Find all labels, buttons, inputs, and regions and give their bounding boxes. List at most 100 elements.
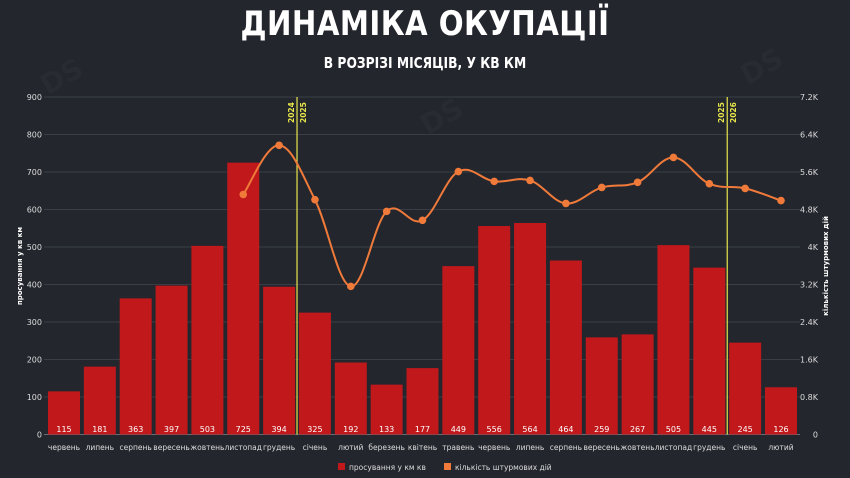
bar-value-label: 449: [451, 425, 466, 434]
x-tick-label: жовтень: [621, 443, 655, 452]
y-tick-label: 0: [37, 431, 42, 440]
bar: [478, 226, 511, 435]
bar-value-label: 564: [522, 425, 537, 434]
bar: [119, 298, 152, 435]
page-subtitle: В РОЗРІЗІ МІСЯЦІВ, У КВ КМ: [323, 54, 527, 72]
line-point: [669, 153, 678, 162]
x-tick-label: серпень: [550, 443, 582, 452]
x-tick-label: лютий: [338, 443, 363, 452]
line-point: [490, 177, 499, 186]
line-point: [777, 196, 785, 205]
y-tick-label: 900: [27, 93, 42, 102]
bar-series: 115 181 363 397 503 725 394 325 192 133 177 449 556 5…: [48, 162, 797, 435]
page-title: ДИНАМІКА ОКУПАЦІЇ: [240, 4, 610, 44]
x-tick-label: грудень: [263, 443, 295, 452]
bar-value-label: 267: [630, 425, 645, 434]
bar-value-label: 177: [415, 425, 430, 434]
bar-value-label: 133: [379, 425, 394, 434]
y-axis-right-label: кількість штурмових дій: [822, 216, 830, 316]
x-tick-label: листопад: [225, 443, 262, 452]
y-tick-label: 400: [27, 281, 42, 290]
bar: [48, 391, 80, 435]
y2-tick-label: 7.2K: [800, 93, 819, 102]
line-point: [454, 167, 463, 176]
legend-label: просування у км кв: [349, 463, 426, 472]
bar: [298, 312, 331, 435]
bar: [155, 285, 188, 435]
x-tick-label: березень: [368, 443, 405, 452]
line-point: [418, 216, 427, 225]
bar: [334, 362, 367, 435]
y2-tick-label: 1.6K: [800, 356, 819, 365]
line-point: [562, 199, 570, 208]
bar-value-label: 556: [487, 425, 502, 434]
legend-label: кількість штурмових дій: [455, 463, 552, 472]
bar-value-label: 181: [92, 425, 107, 434]
bar-value-label: 115: [56, 425, 71, 434]
line-point: [239, 190, 248, 199]
bar-value-label: 464: [558, 425, 573, 434]
bar-value-label: 445: [702, 425, 717, 434]
y-tick-label: 700: [27, 168, 42, 177]
x-tick-label: червень: [48, 443, 80, 452]
x-tick-label: жовтень: [190, 443, 224, 452]
y-tick-label: 800: [27, 131, 42, 140]
bar-value-label: 245: [738, 425, 753, 434]
bar-value-label: 363: [128, 425, 143, 434]
year-label-after: 2026: [729, 102, 738, 123]
y-axis-left: 0 100 200 300 400 500 600 700 800 900: [27, 93, 42, 440]
line-point: [382, 207, 391, 216]
y2-tick-label: 3.2K: [800, 281, 819, 290]
line-point: [347, 282, 355, 291]
year-dividers: 2024 2025 2025 2026: [287, 97, 738, 435]
x-tick-label: липень: [516, 443, 545, 452]
line-point: [633, 178, 642, 187]
bar: [621, 334, 654, 435]
y2-tick-label: 0: [813, 431, 818, 440]
y2-tick-label: 5.6K: [800, 168, 819, 177]
bar-value-label: 397: [164, 425, 179, 434]
bar: [263, 286, 296, 435]
x-tick-label: листопад: [655, 443, 692, 452]
y-tick-label: 200: [27, 356, 42, 365]
bar: [549, 260, 582, 435]
legend-swatch-line: [444, 463, 451, 470]
bar: [693, 267, 726, 435]
y2-tick-label: 4.8K: [800, 206, 819, 215]
bar-value-label: 725: [236, 425, 251, 434]
x-tick-label: червень: [478, 443, 510, 452]
x-tick-label: січень: [733, 443, 758, 452]
bar-value-label: 503: [200, 425, 215, 434]
bar: [83, 366, 116, 435]
x-tick-label: липень: [86, 443, 115, 452]
x-tick-label: серпень: [120, 443, 152, 452]
bar: [191, 245, 224, 435]
year-label-after: 2025: [299, 102, 308, 123]
y2-tick-label: 4K: [808, 243, 819, 252]
x-axis-labels: червень липень серпень вересень жовтень листо…: [48, 443, 794, 452]
y2-tick-label: 0.8K: [800, 393, 819, 402]
x-tick-label: лютий: [768, 443, 793, 452]
bar-value-label: 259: [594, 425, 609, 434]
x-tick-label: грудень: [693, 443, 725, 452]
x-tick-label: вересень: [584, 443, 620, 452]
y-tick-label: 300: [27, 318, 42, 327]
x-tick-label: квітень: [408, 443, 437, 452]
bar-value-label: 192: [343, 425, 358, 434]
line-point: [275, 141, 283, 150]
bar: [765, 387, 797, 435]
bar: [406, 368, 439, 435]
x-tick-label: вересень: [153, 443, 189, 452]
x-tick-label: травень: [442, 443, 474, 452]
bar-value-label: 394: [271, 425, 286, 434]
bar-value-label: 325: [307, 425, 322, 434]
line-path: [242, 144, 782, 288]
line-point: [311, 195, 319, 204]
bar-value-label: 126: [773, 425, 788, 434]
y-axis-right: 0 0.8K 1.6K 2.4K 3.2K 4K 4.8K 5.6K 6.4K 7.2K: [800, 93, 819, 440]
legend: просування у км кв кількість штурмових ді…: [338, 463, 552, 472]
bar: [729, 342, 762, 435]
y-tick-label: 600: [27, 206, 42, 215]
legend-swatch-bars: [338, 463, 345, 470]
